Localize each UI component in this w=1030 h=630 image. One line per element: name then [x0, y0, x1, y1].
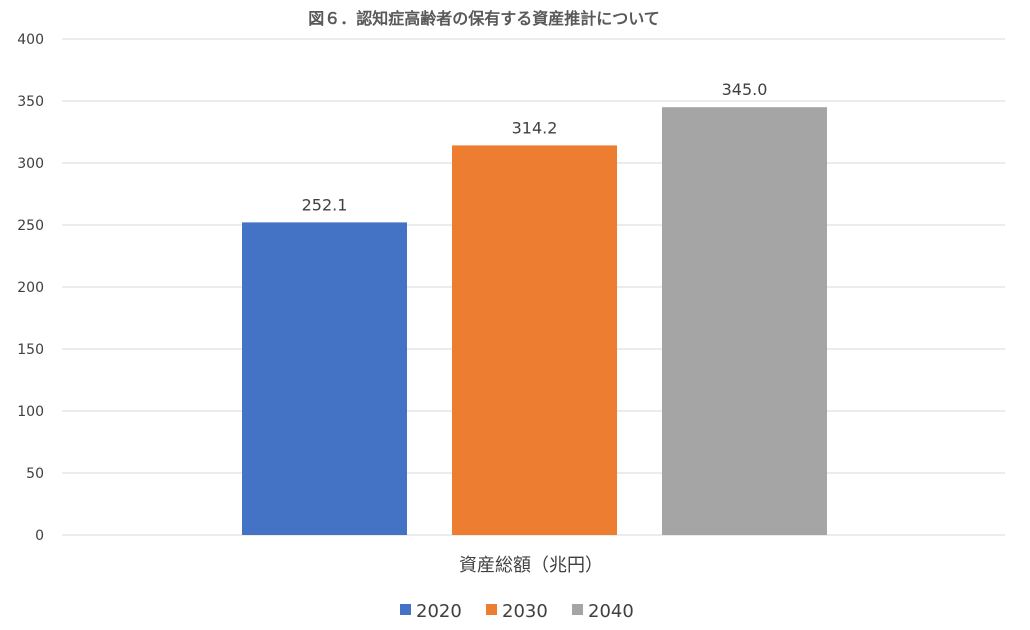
legend-label-2040: 2040 — [588, 601, 634, 622]
y-tick-label: 350 — [17, 94, 44, 110]
bar-2030 — [452, 145, 617, 535]
y-tick-label: 250 — [17, 218, 44, 234]
y-tick-label: 50 — [26, 466, 44, 482]
legend-swatch-2040 — [572, 604, 583, 615]
y-tick-label: 200 — [17, 280, 44, 296]
y-tick-label: 150 — [17, 342, 44, 358]
bars — [242, 107, 827, 535]
bar-2020 — [242, 222, 407, 535]
data-label-2030: 314.2 — [512, 118, 558, 137]
legend-swatch-2020 — [400, 604, 411, 615]
legend-label-2020: 2020 — [416, 601, 462, 622]
legend-swatch-2030 — [486, 604, 497, 615]
legend: 2020 2030 2040 — [400, 601, 634, 622]
y-tick-label: 100 — [17, 404, 44, 420]
y-tick-label: 400 — [17, 32, 44, 48]
x-axis-category-label: 資産総額（兆円） — [459, 555, 603, 576]
bar-2040 — [662, 107, 827, 535]
legend-label-2030: 2030 — [502, 601, 548, 622]
y-tick-label: 300 — [17, 156, 44, 172]
data-label-2040: 345.0 — [722, 80, 768, 99]
data-labels: 252.1 314.2 345.0 — [302, 80, 768, 214]
data-label-2020: 252.1 — [302, 195, 348, 214]
y-axis-tick-labels: 0 50 100 150 200 250 300 350 400 — [17, 32, 44, 544]
chart-title: 図６．認知症高齢者の保有する資産推計について — [308, 9, 660, 28]
y-tick-label: 0 — [35, 528, 44, 544]
